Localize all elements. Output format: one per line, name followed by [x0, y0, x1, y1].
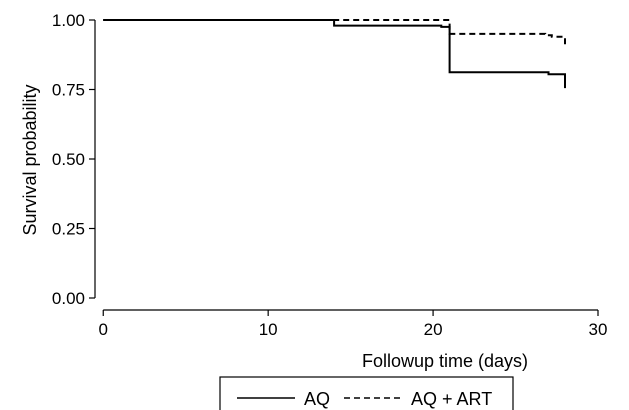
x-tick-label: 30	[589, 320, 608, 339]
legend-label-aq-art: AQ + ART	[411, 389, 492, 409]
y-tick-label: 0.00	[52, 289, 85, 308]
x-tick-label: 0	[99, 320, 108, 339]
x-axis: 0 10 20 30	[99, 309, 608, 339]
legend: AQ AQ + ART	[219, 376, 514, 410]
x-tick-label: 10	[259, 320, 278, 339]
series-line-aq-art	[103, 19, 566, 46]
legend-label-aq: AQ	[304, 389, 330, 409]
plot-lines	[103, 19, 566, 89]
y-axis: 0.00 0.25 0.50 0.75 1.00	[52, 11, 96, 308]
y-tick-label: 0.75	[52, 81, 85, 100]
y-tick-label: 0.25	[52, 220, 85, 239]
y-axis-label: Survival probability	[20, 84, 40, 235]
y-tick-label: 1.00	[52, 11, 85, 30]
x-axis-label: Followup time (days)	[362, 351, 528, 371]
y-tick-label: 0.50	[52, 150, 85, 169]
legend-box	[219, 376, 514, 410]
x-tick-label: 20	[424, 320, 443, 339]
series-line-aq	[103, 19, 566, 89]
